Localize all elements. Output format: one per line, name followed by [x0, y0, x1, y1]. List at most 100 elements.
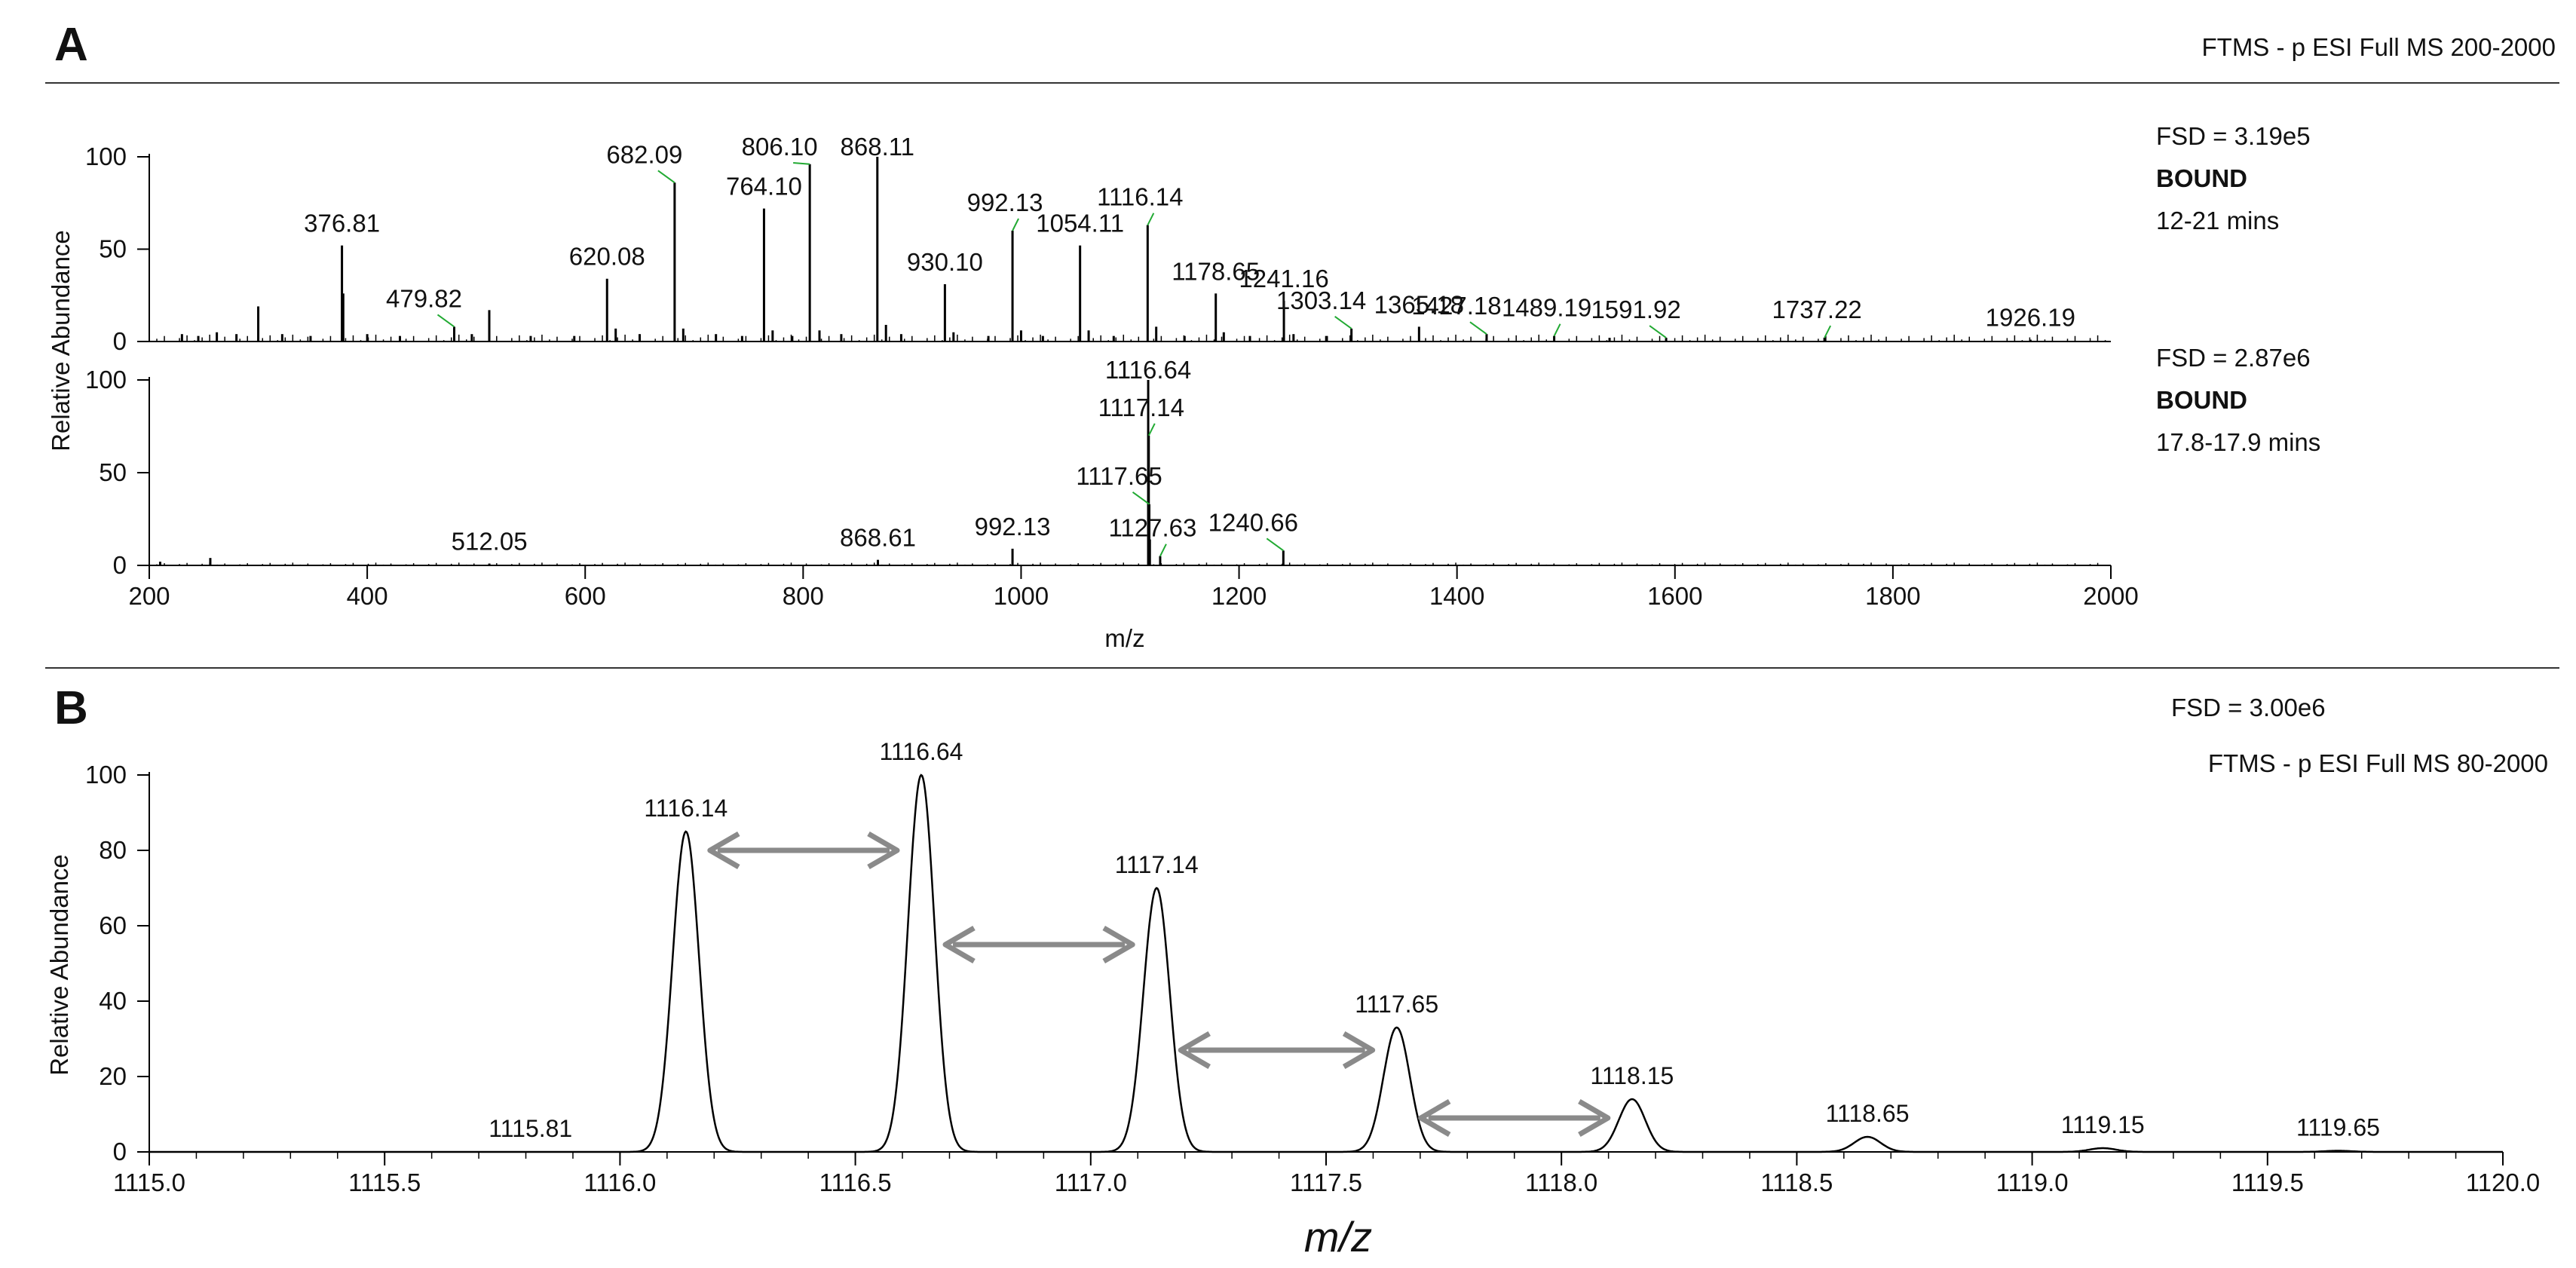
- peak-label: 1116.64: [880, 738, 963, 765]
- y-tick-label: 50: [99, 458, 127, 486]
- label-leader: [1649, 325, 1667, 338]
- y-tick-label: 0: [113, 327, 127, 355]
- peak-label: 1117.65: [1355, 991, 1438, 1018]
- time-range-label: 12-21 mins: [2156, 207, 2279, 234]
- panel-a-header: FTMS - p ESI Full MS 200-2000: [2202, 33, 2556, 61]
- peak-label: 1427.18: [1411, 292, 1501, 320]
- x-tick-label: 400: [347, 582, 388, 610]
- x-tick-label: 1400: [1429, 582, 1484, 610]
- label-leader: [1132, 492, 1150, 505]
- peak-label: 1365.18: [1374, 290, 1464, 318]
- peak-label: 764.10: [726, 173, 802, 201]
- x-tick-label: 1115.0: [113, 1168, 185, 1196]
- y-tick-label: 60: [99, 911, 127, 939]
- spacing-arrow-head-left: [707, 831, 740, 870]
- y-tick-label: 100: [85, 366, 127, 394]
- panel-b-label: B: [54, 682, 88, 734]
- panel-a-label: A: [54, 19, 88, 71]
- x-tick-label: 1600: [1647, 582, 1702, 610]
- label-leader: [1553, 323, 1561, 337]
- peak-label: 1489.19: [1502, 294, 1591, 322]
- peak-label: 376.81: [304, 210, 380, 237]
- x-tick-label: 1200: [1211, 582, 1267, 610]
- fsd-label: FSD = 3.19e5: [2156, 122, 2311, 150]
- peak-label: 479.82: [386, 284, 462, 312]
- label-leader: [436, 314, 455, 328]
- panel-b-isotope-profile: 0 20 40 60 80 100 1115.0 1115.5 1116.0 1116.5 1117…: [85, 738, 2540, 1196]
- peak-label: 682.09: [606, 140, 682, 168]
- peak-label: 868.11: [841, 133, 914, 161]
- x-tick-label: 1116.0: [584, 1168, 656, 1196]
- spacing-arrow-head-right: [1578, 1098, 1611, 1138]
- y-tick-label: 100: [85, 761, 127, 789]
- panel-a-bottom-spectrum: 0 50 100 200 400 600 800 1000 1200 1400 1600 1800 20…: [85, 344, 2320, 610]
- spacing-arrow-head-left: [1418, 1098, 1451, 1138]
- label-leader: [1469, 321, 1487, 335]
- y-tick-label: 0: [113, 1138, 127, 1165]
- peak-label: 512.05: [452, 528, 528, 556]
- peak-label: 992.13: [967, 188, 1043, 216]
- peak-label: 1118.65: [1826, 1100, 1910, 1127]
- x-tick-label: 1119.0: [1996, 1168, 2069, 1196]
- x-tick-label: 1000: [994, 582, 1049, 610]
- x-tick-label: 1117.0: [1055, 1168, 1127, 1196]
- spacing-arrow-head-right: [1102, 925, 1135, 964]
- peak-label: 1116.64: [1105, 356, 1191, 384]
- peak-label: 1118.15: [1590, 1062, 1674, 1089]
- peak-label: 1116.14: [1097, 183, 1183, 211]
- peak-label: 1241.16: [1239, 265, 1328, 292]
- fsd-label: FSD = 2.87e6: [2156, 344, 2311, 372]
- x-tick-label: 600: [565, 582, 606, 610]
- peak-label: 1117.14: [1115, 851, 1199, 878]
- panel-b-ylabel: Relative Abundance: [45, 854, 73, 1076]
- bound-label: BOUND: [2156, 386, 2247, 414]
- profile-trace: [149, 773, 2503, 1153]
- label-leader: [1334, 316, 1352, 329]
- y-tick-label: 50: [99, 235, 127, 263]
- x-tick-label: 1800: [1865, 582, 1920, 610]
- panel-a-xlabel: m/z: [1104, 624, 1144, 652]
- peak-label: 1303.14: [1276, 286, 1366, 314]
- peak-label: 1178.65: [1172, 257, 1260, 285]
- panel-b-xlabel: m/z: [1304, 1213, 1372, 1260]
- peak-label: 992.13: [975, 513, 1051, 541]
- peak-label: 1926.19: [1986, 304, 2075, 332]
- x-tick-label: 1119.5: [2231, 1168, 2304, 1196]
- spacing-arrow-head-right: [867, 831, 900, 870]
- x-tick-label: 800: [783, 582, 824, 610]
- y-tick-label: 80: [99, 836, 127, 864]
- x-tick-label: 1118.5: [1760, 1168, 1833, 1196]
- label-leader: [1824, 325, 1832, 338]
- peak-label: 1116.14: [644, 795, 727, 822]
- label-leader: [1147, 423, 1156, 436]
- peak-label: 1115.81: [489, 1115, 572, 1142]
- peak-label: 1591.92: [1591, 296, 1680, 323]
- y-tick-label: 0: [113, 551, 127, 579]
- spacing-arrow-head-right: [1342, 1031, 1376, 1070]
- peak-label: 1119.65: [2296, 1114, 2380, 1141]
- spacing-arrow-head-left: [1178, 1031, 1211, 1070]
- peak-label: 1737.22: [1772, 296, 1861, 323]
- x-tick-label: 1115.5: [348, 1168, 421, 1196]
- y-tick-label: 20: [99, 1062, 127, 1090]
- x-tick-label: 200: [128, 582, 170, 610]
- peak-label: 1117.65: [1076, 462, 1162, 490]
- peak-label: 1054.11: [1036, 210, 1124, 237]
- peak-label: 1127.63: [1109, 514, 1197, 542]
- panel-a-ylabel: Relative Abundance: [47, 230, 75, 452]
- x-tick-label: 1116.5: [819, 1168, 892, 1196]
- x-tick-label: 1118.0: [1525, 1168, 1597, 1196]
- time-range-label: 17.8-17.9 mins: [2156, 428, 2320, 456]
- peak-label: 1119.15: [2061, 1111, 2145, 1138]
- x-tick-label: 1117.5: [1290, 1168, 1362, 1196]
- label-leader: [657, 170, 675, 184]
- label-leader: [1012, 218, 1019, 231]
- bound-label: BOUND: [2156, 164, 2247, 192]
- peak-label: 868.61: [840, 524, 916, 552]
- label-leader: [1159, 544, 1167, 557]
- panel-a-top-spectrum: 0 50 100 376.81 479.82 620.08 682.09 764.10 806.…: [85, 122, 2311, 355]
- y-tick-label: 100: [85, 142, 127, 170]
- spacing-arrow-head-left: [942, 925, 976, 964]
- peak-label: 1117.14: [1098, 394, 1184, 421]
